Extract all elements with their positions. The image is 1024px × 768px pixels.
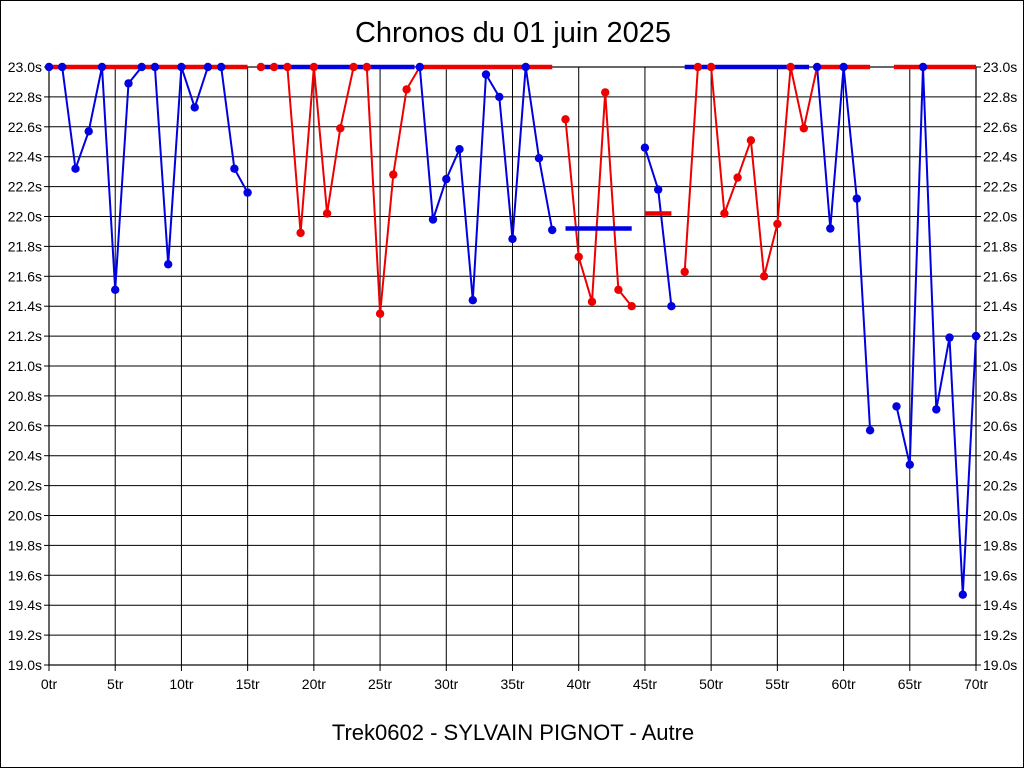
svg-text:22.4s: 22.4s (8, 149, 42, 165)
series-driver-red-dots (256, 62, 808, 318)
series-driver-red-flat-lines (49, 64, 976, 216)
svg-text:5tr: 5tr (107, 676, 124, 692)
svg-text:23.0s: 23.0s (983, 59, 1017, 75)
svg-text:10tr: 10tr (169, 676, 193, 692)
svg-text:20.0s: 20.0s (983, 508, 1017, 524)
y-axis-left: 23.0s 22.8s 22.6s 22.4s 22.2s 22.0s 21.8s 21.6s… (8, 59, 49, 673)
svg-text:20.8s: 20.8s (983, 388, 1017, 404)
svg-text:22.6s: 22.6s (8, 119, 42, 135)
svg-text:45tr: 45tr (633, 676, 657, 692)
svg-text:21.2s: 21.2s (983, 328, 1017, 344)
svg-text:15tr: 15tr (236, 676, 260, 692)
svg-text:20.4s: 20.4s (8, 448, 42, 464)
svg-text:0tr: 0tr (41, 676, 58, 692)
svg-text:20.0s: 20.0s (8, 508, 42, 524)
svg-text:19.8s: 19.8s (8, 537, 42, 553)
svg-text:19.8s: 19.8s (983, 537, 1017, 553)
svg-text:22.8s: 22.8s (8, 89, 42, 105)
x-axis: 0tr 5tr 10tr 15tr 20tr 25tr 30tr 35tr 40tr 45tr 50… (41, 665, 988, 692)
svg-text:19.2s: 19.2s (8, 627, 42, 643)
svg-text:70tr: 70tr (964, 676, 988, 692)
svg-text:19.0s: 19.0s (983, 657, 1017, 673)
svg-text:21.6s: 21.6s (983, 268, 1017, 284)
svg-text:40tr: 40tr (567, 676, 591, 692)
svg-text:20tr: 20tr (302, 676, 326, 692)
svg-text:19.4s: 19.4s (983, 597, 1017, 613)
svg-text:22.0s: 22.0s (8, 209, 42, 225)
svg-text:19.6s: 19.6s (983, 567, 1017, 583)
svg-text:21.4s: 21.4s (8, 298, 42, 314)
svg-text:35tr: 35tr (500, 676, 524, 692)
svg-text:55tr: 55tr (765, 676, 789, 692)
svg-text:21.2s: 21.2s (8, 328, 42, 344)
svg-text:25tr: 25tr (368, 676, 392, 692)
svg-text:20.2s: 20.2s (983, 478, 1017, 494)
svg-text:21.8s: 21.8s (8, 238, 42, 254)
svg-text:19.4s: 19.4s (8, 597, 42, 613)
svg-text:22.6s: 22.6s (983, 119, 1017, 135)
svg-text:22.8s: 22.8s (983, 89, 1017, 105)
y-axis-right: 23.0s 22.8s 22.6s 22.4s 22.2s 22.0s 21.8s 21.6s… (976, 59, 1017, 673)
svg-text:20.8s: 20.8s (8, 388, 42, 404)
svg-text:20.6s: 20.6s (983, 418, 1017, 434)
svg-text:22.0s: 22.0s (983, 209, 1017, 225)
svg-text:20.4s: 20.4s (983, 448, 1017, 464)
gridlines (49, 67, 976, 665)
svg-text:30tr: 30tr (434, 676, 458, 692)
svg-text:65tr: 65tr (898, 676, 922, 692)
svg-text:19.6s: 19.6s (8, 567, 42, 583)
svg-text:21.0s: 21.0s (8, 358, 42, 374)
svg-text:21.4s: 21.4s (983, 298, 1017, 314)
svg-text:21.8s: 21.8s (983, 238, 1017, 254)
svg-text:21.0s: 21.0s (983, 358, 1017, 374)
svg-text:22.2s: 22.2s (8, 179, 42, 195)
svg-text:60tr: 60tr (832, 676, 856, 692)
svg-text:22.4s: 22.4s (983, 149, 1017, 165)
svg-text:20.2s: 20.2s (8, 478, 42, 494)
svg-text:19.2s: 19.2s (983, 627, 1017, 643)
svg-text:50tr: 50tr (699, 676, 723, 692)
svg-text:21.6s: 21.6s (8, 268, 42, 284)
svg-text:19.0s: 19.0s (8, 657, 42, 673)
svg-text:23.0s: 23.0s (8, 59, 42, 75)
svg-text:22.2s: 22.2s (983, 179, 1017, 195)
chart-subtitle: Trek0602 - SYLVAIN PIGNOT - Autre (331, 720, 695, 745)
svg-text:20.6s: 20.6s (8, 418, 42, 434)
series-driver-blue-dots (44, 62, 981, 599)
page-title: Chronos du 01 juin 2025 (354, 17, 671, 49)
